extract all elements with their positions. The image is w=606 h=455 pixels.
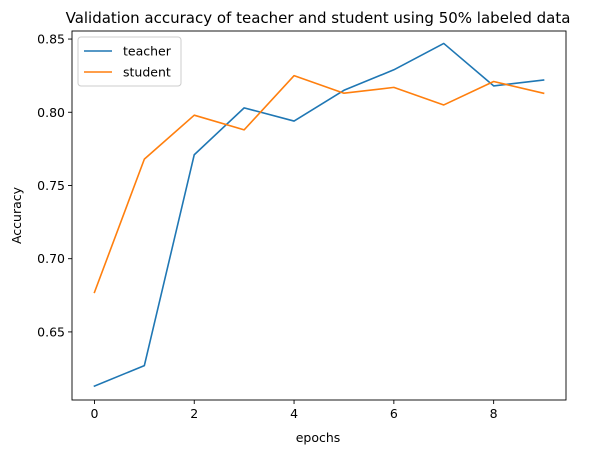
legend: teacher student <box>77 36 182 87</box>
x-tick-label: 2 <box>190 406 198 421</box>
y-axis-ticks: 0.65 0.70 0.75 0.80 0.85 <box>37 32 72 339</box>
y-tick-label: 0.80 <box>37 105 65 120</box>
x-tick-label: 8 <box>490 406 498 421</box>
x-axis-ticks: 0 2 4 6 8 <box>90 400 498 421</box>
y-tick-label: 0.70 <box>37 251 65 266</box>
series-line-teacher <box>93 42 545 388</box>
x-tick-label: 6 <box>390 406 398 421</box>
legend-items: teacher student <box>84 44 172 80</box>
x-tick-label: 0 <box>90 406 98 421</box>
x-axis-label: epochs <box>296 430 341 445</box>
legend-label-teacher: teacher <box>123 44 172 59</box>
legend-frame <box>77 36 182 87</box>
x-tick-label: 4 <box>290 406 298 421</box>
y-tick-label: 0.85 <box>37 32 65 47</box>
chart-title: Validation accuracy of teacher and stude… <box>66 9 571 27</box>
legend-label-student: student <box>123 65 171 80</box>
plot-frame <box>71 30 567 401</box>
y-axis-label: Accuracy <box>9 186 24 244</box>
series-line-student <box>93 74 545 294</box>
y-tick-label: 0.65 <box>37 324 65 339</box>
y-tick-label: 0.75 <box>37 178 65 193</box>
plot-area <box>71 30 567 401</box>
series-layer <box>93 42 545 388</box>
